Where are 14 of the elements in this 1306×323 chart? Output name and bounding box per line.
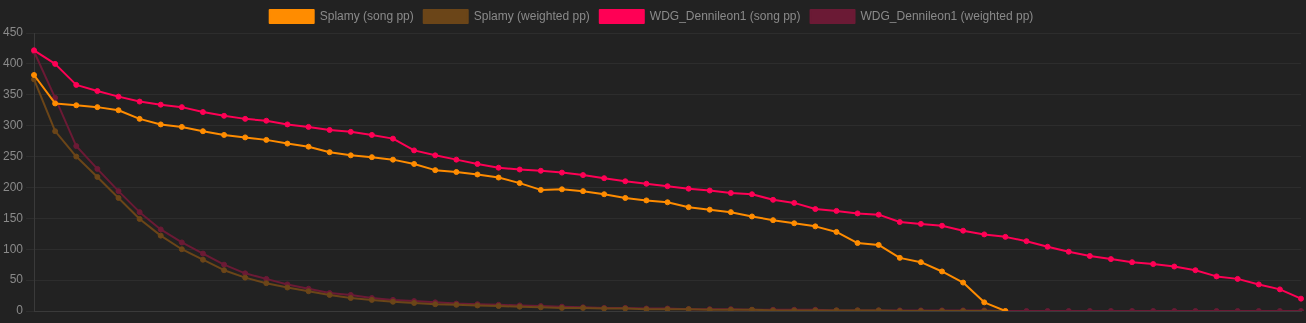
- y-tick-label: 200: [2, 179, 24, 194]
- y-tick-label: 300: [2, 117, 24, 132]
- y-tick-label: 350: [2, 87, 24, 102]
- y-tick-label: 400: [2, 56, 24, 71]
- y-tick-label: 150: [2, 210, 24, 225]
- legend-label: WDG_Dennileon1 (weighted pp): [860, 8, 1034, 23]
- legend-label: Splamy (song pp): [319, 8, 414, 23]
- y-tick-label: 100: [2, 241, 24, 256]
- y-tick-label: 250: [2, 148, 24, 163]
- y-tick-label: 450: [2, 25, 24, 40]
- legend-label: WDG_Dennileon1 (song pp): [649, 8, 801, 23]
- y-tick-label: 0: [16, 303, 24, 318]
- y-tick-label: 50: [9, 272, 24, 287]
- legend-label: Splamy (weighted pp): [473, 8, 590, 23]
